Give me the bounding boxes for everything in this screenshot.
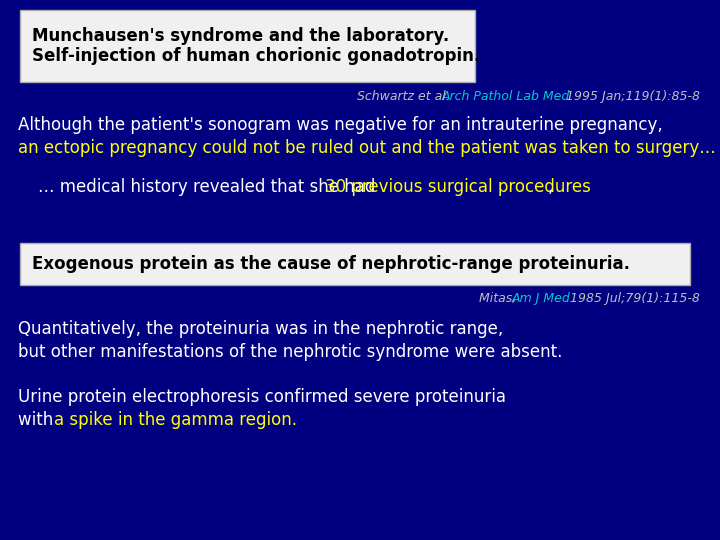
Text: Munchausen's syndrome and the laboratory.
Self-injection of human chorionic gona: Munchausen's syndrome and the laboratory… — [32, 26, 480, 65]
Text: 30 previous surgical procedures: 30 previous surgical procedures — [325, 178, 591, 196]
Text: an ectopic pregnancy could not be ruled out and the patient was taken to surgery: an ectopic pregnancy could not be ruled … — [18, 139, 716, 157]
Text: … medical history revealed that she had: … medical history revealed that she had — [38, 178, 381, 196]
Text: Exogenous protein as the cause of nephrotic-range proteinuria.: Exogenous protein as the cause of nephro… — [32, 255, 630, 273]
FancyBboxPatch shape — [20, 10, 475, 82]
Text: Although the patient's sonogram was negative for an intrauterine pregnancy,: Although the patient's sonogram was nega… — [18, 116, 662, 134]
Text: 1985 Jul;79(1):115-8: 1985 Jul;79(1):115-8 — [566, 292, 700, 305]
Text: with: with — [18, 411, 58, 429]
Text: Arch Pathol Lab Med.: Arch Pathol Lab Med. — [442, 90, 574, 103]
Text: a spike in the gamma region.: a spike in the gamma region. — [54, 411, 297, 429]
Text: ,: , — [548, 178, 553, 196]
Text: Quantitatively, the proteinuria was in the nephrotic range,: Quantitatively, the proteinuria was in t… — [18, 320, 503, 338]
Text: but other manifestations of the nephrotic syndrome were absent.: but other manifestations of the nephroti… — [18, 343, 562, 361]
Text: 1995 Jan;119(1):85-8: 1995 Jan;119(1):85-8 — [562, 90, 700, 103]
Text: Am J Med.: Am J Med. — [511, 292, 574, 305]
FancyBboxPatch shape — [20, 243, 690, 285]
Text: Urine protein electrophoresis confirmed severe proteinuria: Urine protein electrophoresis confirmed … — [18, 388, 506, 406]
Text: Schwartz et al.: Schwartz et al. — [357, 90, 454, 103]
Text: Mitas,: Mitas, — [479, 292, 520, 305]
